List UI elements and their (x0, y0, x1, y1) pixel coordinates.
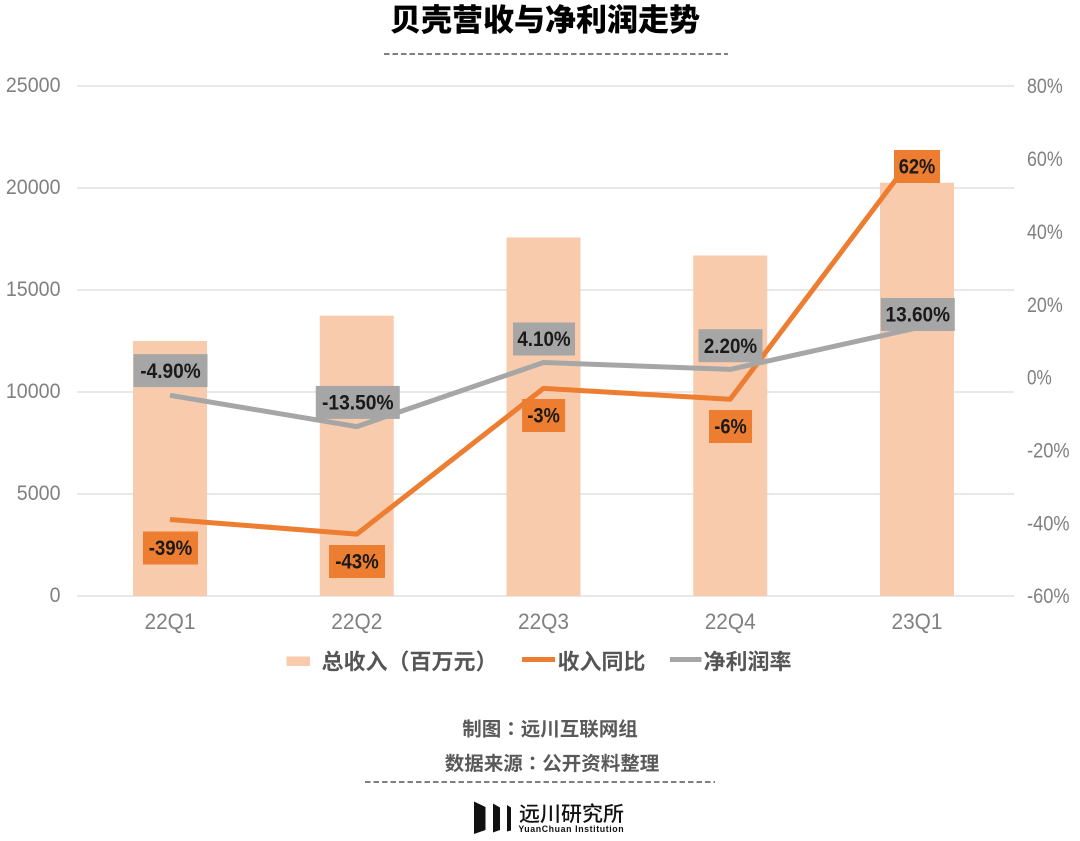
svg-text:22Q4: 22Q4 (705, 609, 756, 634)
svg-text:22Q1: 22Q1 (145, 609, 196, 634)
svg-text:40%: 40% (1027, 221, 1063, 244)
svg-text:23Q1: 23Q1 (892, 609, 943, 634)
svg-text:60%: 60% (1027, 148, 1063, 171)
svg-text:-43%: -43% (335, 550, 379, 574)
svg-text:-6%: -6% (714, 415, 747, 439)
svg-text:13.60%: 13.60% (886, 303, 951, 327)
svg-text:20000: 20000 (6, 176, 61, 199)
svg-text:4.10%: 4.10% (517, 327, 570, 351)
svg-text:YuanChuan Institution: YuanChuan Institution (518, 824, 624, 834)
svg-text:2.20%: 2.20% (704, 334, 757, 358)
svg-text:0: 0 (50, 584, 61, 607)
svg-text:-60%: -60% (1027, 585, 1070, 608)
svg-text:-4.90%: -4.90% (140, 359, 200, 383)
svg-text:-3%: -3% (527, 404, 560, 428)
svg-text:25000: 25000 (6, 74, 61, 97)
svg-text:20%: 20% (1027, 294, 1063, 317)
svg-text:22Q2: 22Q2 (331, 609, 382, 634)
svg-text:5000: 5000 (17, 482, 61, 505)
svg-text:80%: 80% (1027, 75, 1063, 98)
svg-text:-13.50%: -13.50% (322, 391, 394, 415)
svg-text:-39%: -39% (149, 536, 193, 560)
svg-text:22Q3: 22Q3 (518, 609, 569, 634)
svg-text:15000: 15000 (6, 278, 61, 301)
svg-text:62%: 62% (899, 155, 936, 179)
svg-text:10000: 10000 (6, 380, 61, 403)
svg-text:0%: 0% (1027, 367, 1052, 390)
svg-text:-20%: -20% (1027, 440, 1070, 463)
svg-text:-40%: -40% (1027, 512, 1070, 535)
